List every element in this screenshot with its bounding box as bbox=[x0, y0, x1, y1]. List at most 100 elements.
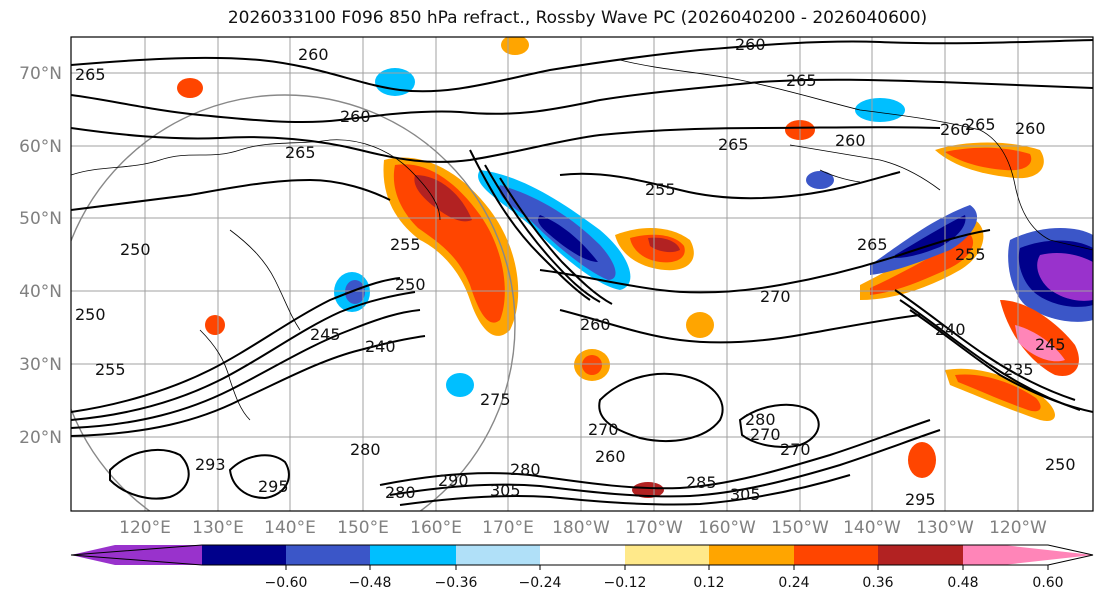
map-title: 2026033100 F096 850 hPa refract., Rossby… bbox=[227, 8, 928, 28]
colorbar-tick-label: −0.24 bbox=[519, 575, 562, 591]
colorbar-tick-label: −0.60 bbox=[265, 575, 308, 591]
contour-label: 275 bbox=[480, 390, 511, 409]
contour-label: 250 bbox=[120, 240, 151, 259]
lon-label: 140°E bbox=[264, 518, 316, 538]
colorbar-cell bbox=[370, 545, 456, 565]
contour-label: 265 bbox=[786, 71, 817, 90]
colorbar-tick-label: −0.12 bbox=[604, 575, 647, 591]
contour-label: 260 bbox=[580, 315, 611, 334]
colorbar-tick-label: −0.48 bbox=[349, 575, 392, 591]
contour-label: 260 bbox=[298, 45, 329, 64]
positive-anomaly-patch bbox=[582, 355, 602, 375]
contour-label: 265 bbox=[965, 115, 996, 134]
contour-labels: 260 265 265 260 260 265 260 260 265 260 … bbox=[75, 37, 1076, 509]
positive-anomaly-band bbox=[955, 374, 1041, 412]
lon-label: 130°E bbox=[192, 518, 244, 538]
colorbar-tick-label: 0.60 bbox=[1032, 575, 1063, 591]
contour-label: 255 bbox=[955, 245, 986, 264]
contour-label: 260 bbox=[595, 447, 626, 466]
lon-label: 180°W bbox=[552, 518, 610, 538]
positive-anomaly-core bbox=[414, 175, 472, 222]
colorbar-cell bbox=[878, 545, 963, 565]
contour-label: 270 bbox=[760, 287, 791, 306]
contour-label: 260 bbox=[1015, 119, 1046, 138]
positive-anomaly-lobe bbox=[393, 164, 505, 323]
contour-label: 260 bbox=[940, 120, 971, 139]
contour-label: 280 bbox=[510, 460, 541, 479]
contour-label: 265 bbox=[857, 235, 888, 254]
colorbar-cell bbox=[540, 545, 625, 565]
contour-label: 270 bbox=[780, 440, 811, 459]
lon-label: 120°W bbox=[989, 518, 1047, 538]
contour-label: 255 bbox=[645, 180, 676, 199]
positive-anomaly-patch bbox=[648, 237, 680, 253]
contour-label: 240 bbox=[365, 337, 396, 356]
positive-anomaly-patch bbox=[945, 147, 1032, 171]
colorbar bbox=[70, 544, 1094, 566]
refractivity-contours bbox=[71, 39, 1093, 506]
contour-label: 245 bbox=[1035, 335, 1066, 354]
colorbar-cell bbox=[709, 545, 794, 565]
colorbar-tick-label: −0.36 bbox=[435, 575, 478, 591]
lon-label: 170°W bbox=[625, 518, 683, 538]
colorbar-tick-labels: −0.60 −0.48 −0.36 −0.24 −0.12 0.12 0.24 0.36 0.4… bbox=[265, 565, 1064, 591]
negative-anomaly-band bbox=[895, 215, 966, 258]
negative-anomaly-patch bbox=[855, 98, 905, 122]
contour-label: 270 bbox=[750, 425, 781, 444]
lon-label: 160°W bbox=[698, 518, 756, 538]
lat-label: 40°N bbox=[19, 282, 62, 302]
coastlines bbox=[71, 59, 1093, 421]
contour-label: 250 bbox=[1045, 455, 1076, 474]
contour-label: 285 bbox=[686, 473, 717, 492]
latitude-labels: 70°N 60°N 50°N 40°N 30°N 20°N bbox=[19, 64, 62, 448]
colorbar-tick-label: 0.12 bbox=[693, 575, 724, 591]
lon-label: 170°E bbox=[482, 518, 534, 538]
negative-anomaly-patch bbox=[446, 373, 474, 397]
positive-anomaly-patch bbox=[501, 37, 529, 55]
positive-anomaly-patch bbox=[177, 78, 203, 98]
map-frame bbox=[70, 36, 1094, 512]
contour-label: 290 bbox=[438, 471, 469, 490]
contour-label: 280 bbox=[745, 410, 776, 429]
lon-label: 150°W bbox=[771, 518, 829, 538]
map-plot-area: 260 265 265 260 260 265 260 260 265 260 … bbox=[71, 37, 1093, 511]
contour-label: 305 bbox=[730, 485, 761, 504]
contour-label: 235 bbox=[1003, 360, 1034, 379]
colorbar-tick-label: 0.48 bbox=[947, 575, 978, 591]
lat-label: 60°N bbox=[19, 137, 62, 157]
colorbar-cell bbox=[71, 545, 202, 565]
negative-anomaly-patch bbox=[806, 171, 834, 189]
lon-label: 120°E bbox=[119, 518, 171, 538]
lon-label: 140°W bbox=[843, 518, 901, 538]
lon-label: 160°E bbox=[410, 518, 462, 538]
colorbar-cell bbox=[286, 545, 370, 565]
positive-anomaly-patch bbox=[205, 315, 225, 335]
positive-anomaly-patch bbox=[1015, 325, 1065, 362]
range-ring bbox=[71, 94, 516, 511]
negative-anomaly-core bbox=[1037, 252, 1093, 301]
lat-label: 70°N bbox=[19, 64, 62, 84]
colorbar-outline bbox=[70, 544, 1094, 566]
contour-label: 295 bbox=[258, 477, 289, 496]
contour-label: 250 bbox=[75, 305, 106, 324]
colorbar-cell bbox=[963, 545, 1093, 565]
contour-label: 250 bbox=[395, 275, 426, 294]
colorbar-cell bbox=[625, 545, 709, 565]
contour-label: 265 bbox=[75, 65, 106, 84]
negative-anomaly-patch bbox=[375, 68, 415, 96]
colorbar-tick-label: 0.24 bbox=[778, 575, 809, 591]
negative-anomaly-patch bbox=[345, 280, 365, 304]
lat-label: 50°N bbox=[19, 209, 62, 229]
contour-label: 255 bbox=[390, 235, 421, 254]
lat-label: 30°N bbox=[19, 355, 62, 375]
contour-label: 280 bbox=[350, 440, 381, 459]
longitude-labels: 120°E 130°E 140°E 150°E 160°E 170°E 180°… bbox=[119, 518, 1047, 538]
positive-anomaly-patch bbox=[686, 312, 714, 338]
contour-label: 280 bbox=[385, 483, 416, 502]
colorbar-tick-label: 0.36 bbox=[862, 575, 893, 591]
contour-label: 240 bbox=[935, 320, 966, 339]
lon-label: 150°E bbox=[337, 518, 389, 538]
negative-anomaly-core bbox=[538, 215, 598, 262]
contour-label: 255 bbox=[95, 360, 126, 379]
